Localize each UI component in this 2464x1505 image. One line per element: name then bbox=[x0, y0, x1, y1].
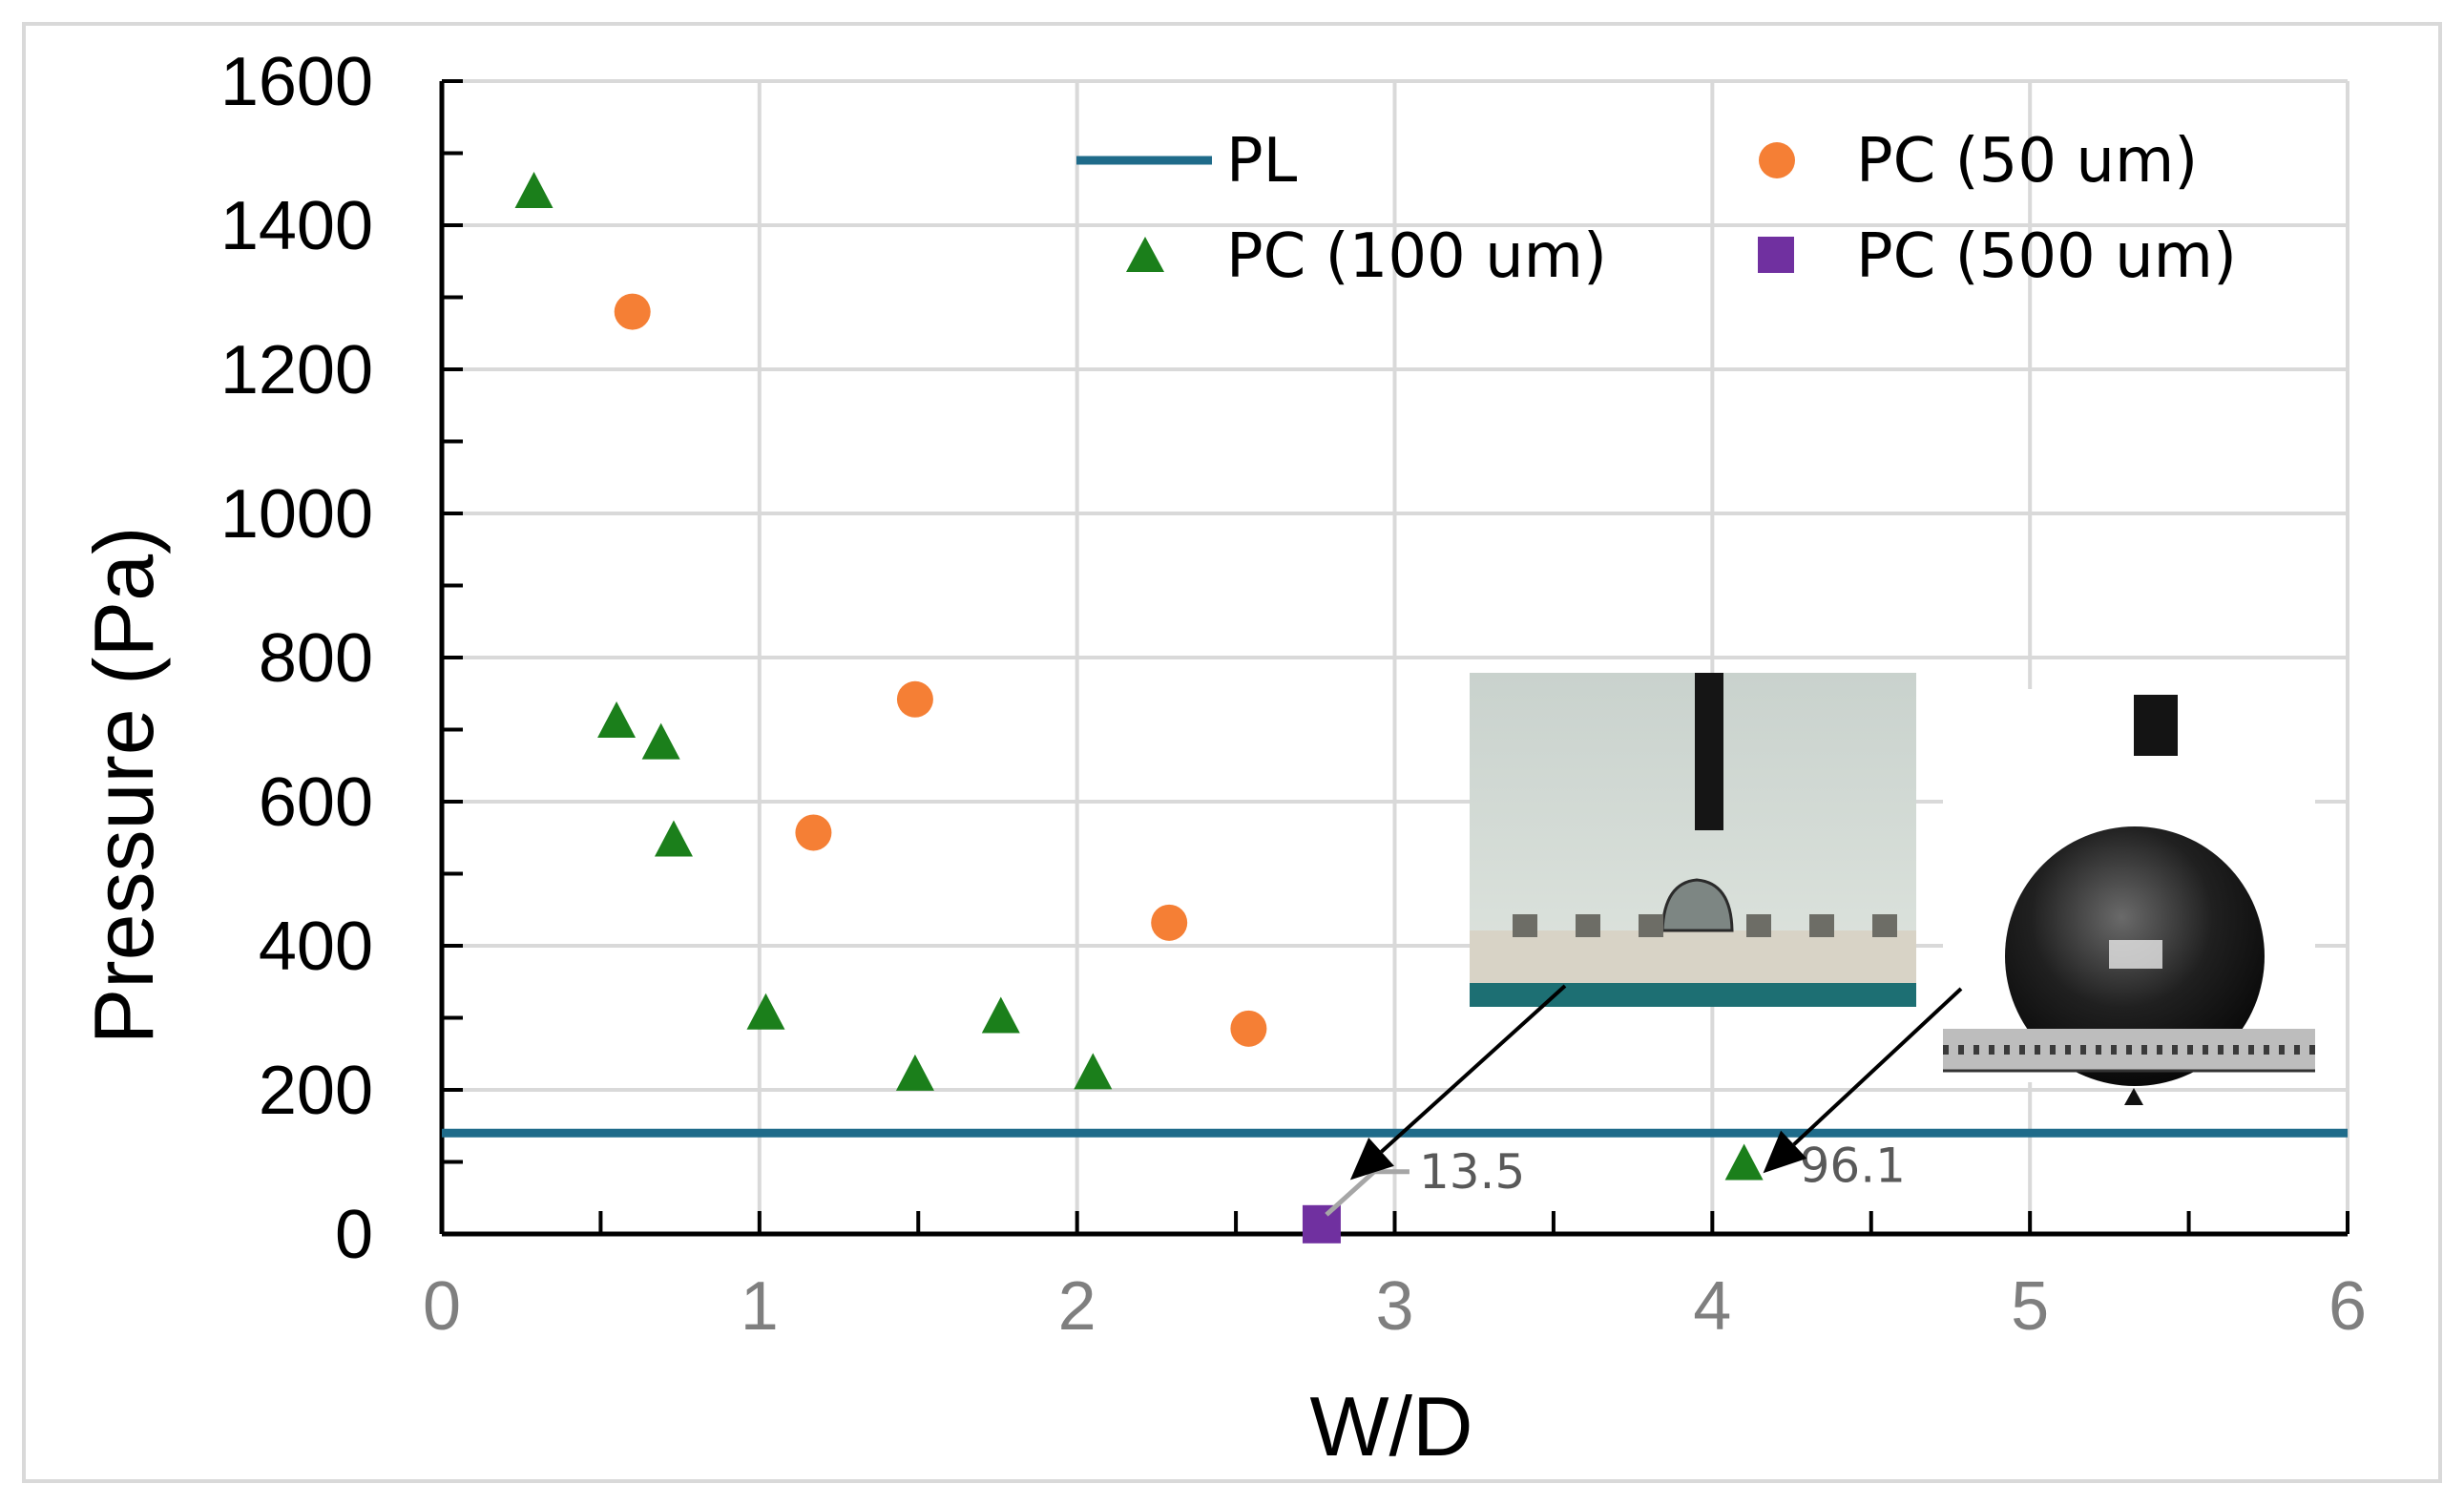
y-tick-label: 1600 bbox=[220, 44, 373, 120]
data-point-pc-100-um bbox=[514, 172, 553, 209]
x-tick-label: 2 bbox=[1058, 1268, 1096, 1345]
arrow-to-pc100-shaft bbox=[1792, 987, 1963, 1146]
droplet-sphere-photo bbox=[1943, 689, 2315, 1105]
data-point-pc-100-um bbox=[597, 700, 637, 738]
x-tick-label: 1 bbox=[741, 1268, 779, 1345]
x-tick-label: 6 bbox=[2328, 1268, 2367, 1345]
legend-swatch-pc100 bbox=[1126, 237, 1164, 272]
y-tick-label: 1000 bbox=[220, 476, 373, 553]
x-tick-label: 5 bbox=[2011, 1268, 2049, 1345]
x-tick-label: 4 bbox=[1693, 1268, 1731, 1345]
y-tick-label: 800 bbox=[259, 620, 373, 697]
data-point-pc-500-um bbox=[1302, 1204, 1341, 1244]
y-tick-label: 1200 bbox=[220, 332, 373, 408]
data-label-pc500: 13.5 bbox=[1419, 1144, 1525, 1200]
y-tick-label: 200 bbox=[259, 1053, 373, 1129]
y-axis-tick-labels: 0 200 400 600 800 1000 1200 1400 1600 bbox=[220, 44, 373, 1273]
legend-label-pc100: PC (100 um) bbox=[1226, 221, 1607, 292]
data-point-pc-100-um bbox=[641, 722, 680, 760]
data-point-pc-100-um bbox=[1724, 1143, 1764, 1181]
y-tick-label: 0 bbox=[335, 1197, 373, 1273]
y-tick-label: 600 bbox=[259, 764, 373, 841]
x-tick-label: 3 bbox=[1375, 1268, 1413, 1345]
data-point-pc-50-um bbox=[1230, 1010, 1267, 1047]
data-series bbox=[442, 172, 2348, 1244]
annotations: 13.5 96.1 bbox=[1325, 984, 1963, 1217]
y-axis-title: Pressure (Pa) bbox=[76, 527, 171, 1045]
arrow-to-pc500-head bbox=[1349, 1138, 1394, 1181]
data-point-pc-100-um bbox=[981, 996, 1020, 1034]
data-point-pc-50-um bbox=[614, 293, 651, 330]
data-point-pc-50-um bbox=[795, 814, 832, 851]
data-point-pc-100-um bbox=[1074, 1053, 1113, 1090]
gridlines bbox=[442, 79, 2349, 1234]
arrow-to-pc500-shaft bbox=[1380, 984, 1567, 1154]
y-tick-label: 400 bbox=[259, 909, 373, 985]
data-point-pc-100-um bbox=[654, 820, 693, 857]
data-point-pc-100-um bbox=[746, 993, 785, 1030]
legend-label-pc50: PC (50 um) bbox=[1856, 126, 2198, 197]
legend-swatch-pc500 bbox=[1758, 237, 1794, 273]
data-point-pc-100-um bbox=[895, 1054, 934, 1091]
legend-label-pl: PL bbox=[1226, 126, 1298, 197]
legend-label-pc500: PC (500 um) bbox=[1856, 221, 2237, 292]
x-tick-label: 0 bbox=[423, 1268, 461, 1345]
droplet-sessile-photo bbox=[1470, 673, 1916, 1007]
data-point-pc-50-um bbox=[1151, 904, 1188, 941]
legend-swatch-pc50 bbox=[1759, 142, 1795, 178]
arrow-to-pc100-head bbox=[1763, 1130, 1807, 1174]
x-axis-title: W/D bbox=[1309, 1379, 1472, 1474]
data-point-pc-50-um bbox=[896, 680, 933, 718]
data-label-pc100: 96.1 bbox=[1800, 1138, 1906, 1193]
y-tick-label: 1400 bbox=[220, 188, 373, 264]
axes bbox=[439, 79, 2349, 1237]
x-axis-tick-labels: 0 1 2 3 4 5 6 bbox=[423, 1268, 2367, 1345]
legend: PL PC (50 um) PC (100 um) PC (500 um) bbox=[1076, 126, 2237, 292]
